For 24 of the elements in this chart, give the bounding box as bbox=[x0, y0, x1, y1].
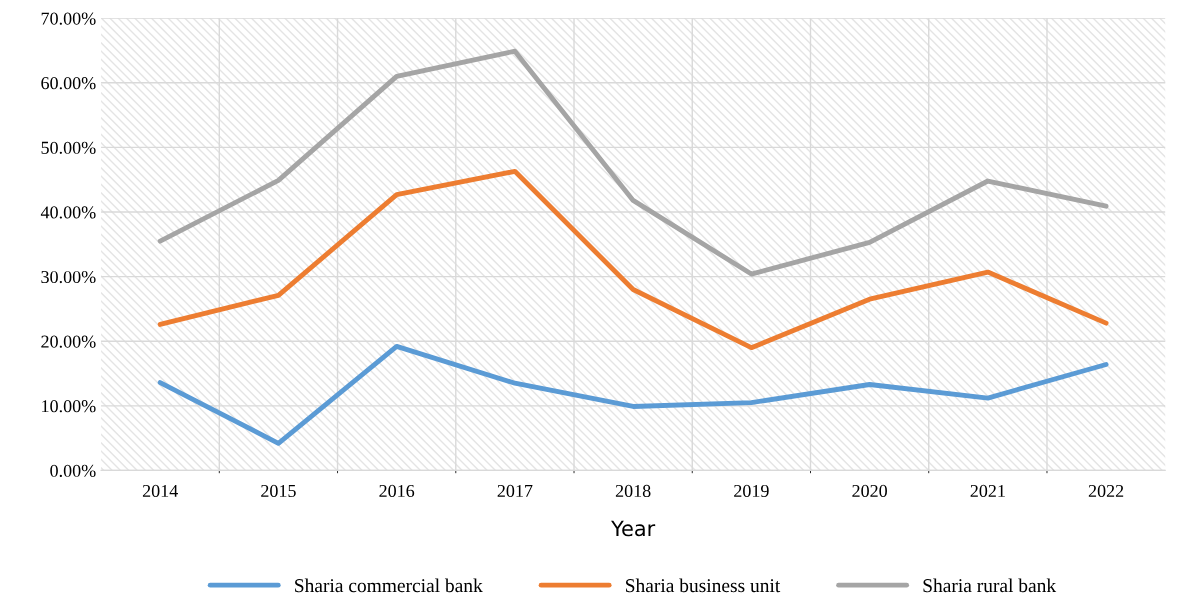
y-tick-label: 60.00% bbox=[41, 77, 96, 90]
y-tick-label: 20.00% bbox=[41, 335, 96, 348]
x-tick-label: 2018 bbox=[615, 484, 651, 498]
line-series bbox=[157, 168, 1109, 351]
x-tick-label: 2015 bbox=[261, 484, 296, 498]
line-series bbox=[157, 343, 1109, 446]
x-tick-label: 2022 bbox=[1088, 484, 1124, 498]
x-tick-label: 2014 bbox=[142, 484, 178, 498]
x-tick-label: 2017 bbox=[497, 484, 533, 498]
y-tick-label: 50.00% bbox=[41, 141, 96, 154]
x-tick-label: 2016 bbox=[379, 484, 415, 498]
x-tick-label: 2020 bbox=[852, 484, 887, 498]
legend-label: Sharia business unit bbox=[626, 578, 781, 593]
x-tick-label: 2019 bbox=[734, 484, 769, 498]
line-series bbox=[157, 48, 1109, 277]
y-tick-label: 40.00% bbox=[40, 206, 96, 219]
y-tick-label: 10.00% bbox=[42, 400, 96, 413]
y-tick-label: 70.00% bbox=[41, 12, 96, 25]
x-tick-label: 2021 bbox=[970, 484, 1005, 498]
y-tick-label: 0.00% bbox=[50, 464, 96, 477]
y-tick-label: 30.00% bbox=[41, 270, 96, 284]
legend-label: Sharia rural bank bbox=[923, 578, 1057, 593]
x-axis-title: Year bbox=[611, 520, 656, 537]
legend-label: Sharia commercial bank bbox=[295, 578, 483, 593]
